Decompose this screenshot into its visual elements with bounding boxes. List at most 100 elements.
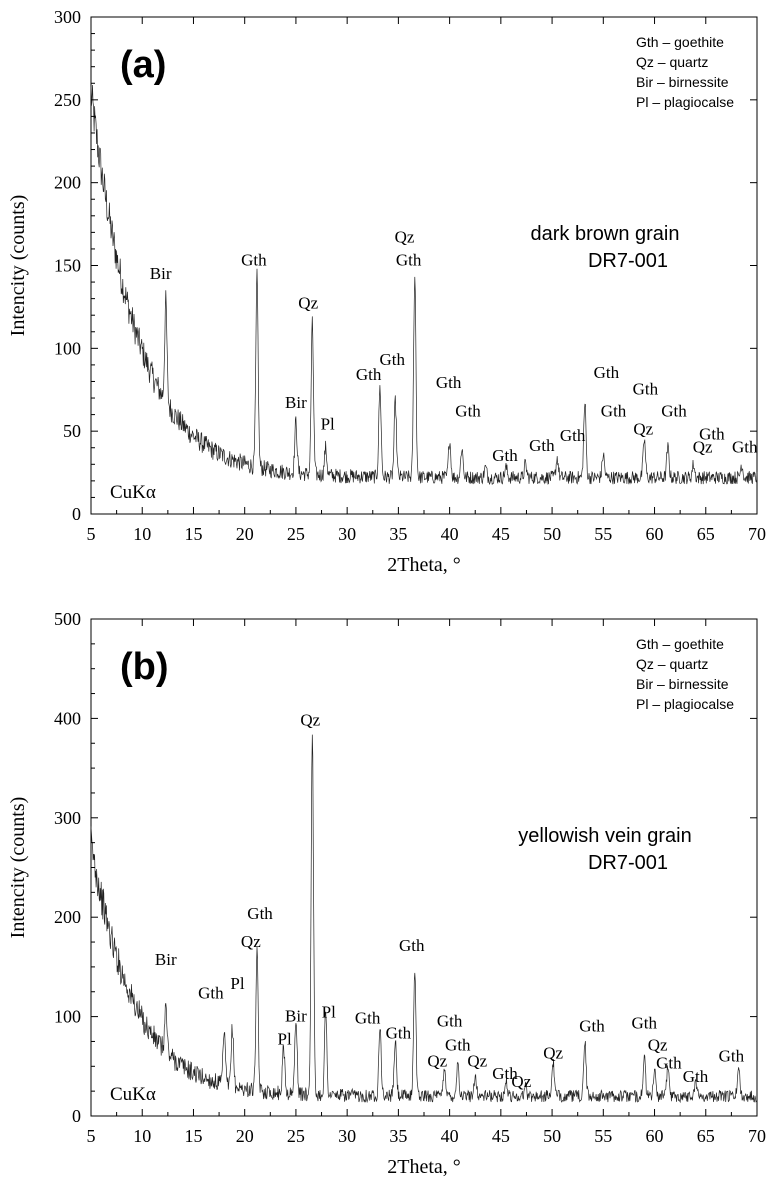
peak-label: Gth [633, 380, 659, 399]
x-tick-label: 60 [646, 524, 664, 544]
x-tick-label: 20 [236, 1126, 254, 1146]
peak-label: Gth [198, 984, 224, 1003]
peak-label: Qz [511, 1072, 531, 1091]
peak-label: Qz [543, 1043, 563, 1062]
y-tick-label: 150 [54, 256, 81, 276]
x-tick-label: 65 [697, 524, 715, 544]
peak-label: Qz [427, 1051, 447, 1070]
x-tick-label: 45 [492, 524, 510, 544]
peak-label: Gth [399, 936, 425, 955]
peak-label: Gth [386, 1023, 412, 1042]
peak-label: Qz [241, 932, 261, 951]
x-tick-label: 5 [87, 524, 96, 544]
chart-panel-b: 5 10 15 20 25 30 35 40 45 50 55 60 65 70 0 100 200 300 400… [0, 600, 780, 1197]
peak-label: Qz [298, 294, 318, 313]
peak-label: Gth [379, 350, 405, 369]
peak-label: Gth [661, 401, 687, 420]
x-tick-label: 30 [338, 1126, 356, 1146]
legend-entry: Gth – goethite [636, 34, 724, 50]
peak-label: Gth [241, 251, 267, 270]
x-tick-label: 15 [184, 524, 202, 544]
y-tick-label: 400 [54, 708, 81, 728]
chart-title: dark brown grain [531, 223, 680, 245]
y-tick-label: 200 [54, 173, 81, 193]
legend-entry: Gth – goethite [636, 636, 724, 652]
y-tick-label: 0 [72, 504, 81, 524]
y-tick-label: 250 [54, 90, 81, 110]
y-tick-label: 200 [54, 907, 81, 927]
x-tick-label: 70 [748, 524, 766, 544]
peak-label: Gth [683, 1067, 709, 1086]
chart-subtitle: DR7-001 [588, 250, 668, 272]
y-tick-label: 100 [54, 338, 81, 358]
x-tick-label: 65 [697, 1126, 715, 1146]
legend-entry: Bir – birnessite [636, 676, 729, 692]
x-tick-label: 15 [184, 1126, 202, 1146]
y-tick-label: 300 [54, 7, 81, 27]
panel-label: (a) [120, 44, 166, 86]
diffraction-pattern [90, 84, 758, 485]
peak-label: Gth [529, 436, 555, 455]
peak-label: Gth [356, 365, 382, 384]
peak-label: Gth [560, 426, 586, 445]
x-tick-label: 35 [389, 1126, 407, 1146]
peak-label: Gth [355, 1009, 381, 1028]
x-tick-label: 55 [594, 1126, 612, 1146]
legend-entry: Bir – birnessite [636, 74, 729, 90]
peak-label: Gth [699, 424, 725, 443]
peak-label: Gth [247, 904, 273, 923]
x-axis-label: 2Theta, ° [387, 554, 461, 576]
xrd-chart-a: 5 10 15 20 25 30 35 40 45 50 55 60 65 70 0 50 100 150 200 2… [7, 7, 766, 576]
x-tick-label: 55 [594, 524, 612, 544]
peak-label: Gth [492, 446, 518, 465]
x-tick-label: 40 [441, 524, 459, 544]
x-tick-label: 50 [543, 524, 561, 544]
peak-label: Bir [285, 393, 307, 412]
x-tick-label: 10 [133, 524, 151, 544]
peak-label: Gth [656, 1053, 682, 1072]
legend-entry: Qz – quartz [636, 656, 708, 672]
x-tick-label: 25 [287, 524, 305, 544]
x-tick-label: 35 [389, 524, 407, 544]
peak-label: Qz [648, 1035, 668, 1054]
panel-label: (b) [120, 646, 169, 688]
y-tick-label: 50 [63, 421, 81, 441]
peak-label: Gth [396, 251, 422, 270]
peak-label: Gth [455, 401, 481, 420]
radiation-label: CuKα [110, 482, 156, 503]
peak-label: Gth [437, 1012, 463, 1031]
legend-entry: Pl – plagiocalse [636, 696, 734, 712]
peak-label: Gth [719, 1046, 745, 1065]
legend-entry: Pl – plagiocalse [636, 94, 734, 110]
legend-entry: Qz – quartz [636, 54, 708, 70]
x-tick-label: 25 [287, 1126, 305, 1146]
radiation-label: CuKα [110, 1084, 156, 1105]
peak-label: Gth [594, 363, 620, 382]
peak-label: Pl [322, 1003, 336, 1022]
x-tick-label: 10 [133, 1126, 151, 1146]
diffraction-pattern [90, 734, 758, 1104]
peak-label: Gth [579, 1017, 605, 1036]
peak-label: Gth [632, 1014, 658, 1033]
x-tick-label: 40 [441, 1126, 459, 1146]
peak-label: Qz [633, 419, 653, 438]
peak-label: Gth [436, 373, 462, 392]
peak-label: Pl [230, 974, 244, 993]
y-axis-label: Intencity (counts) [7, 797, 29, 939]
y-tick-label: 100 [54, 1007, 81, 1027]
peak-label: Qz [467, 1051, 487, 1070]
peak-label: Gth [601, 401, 627, 420]
x-tick-label: 30 [338, 524, 356, 544]
peak-label: Gth [445, 1035, 471, 1054]
peak-label: Bir [150, 264, 172, 283]
peak-label: Pl [278, 1029, 292, 1048]
x-tick-label: 20 [236, 524, 254, 544]
chart-title: yellowish vein grain [518, 825, 691, 847]
y-tick-label: 0 [72, 1106, 81, 1126]
x-tick-label: 60 [646, 1126, 664, 1146]
chart-panel-a: 5 10 15 20 25 30 35 40 45 50 55 60 65 70 0 50 100 150 200 2… [0, 0, 780, 590]
peak-label: Qz [693, 438, 713, 457]
xrd-chart-b: 5 10 15 20 25 30 35 40 45 50 55 60 65 70 0 100 200 300 400… [7, 609, 766, 1178]
x-tick-label: 50 [543, 1126, 561, 1146]
y-axis-label: Intencity (counts) [7, 195, 29, 337]
